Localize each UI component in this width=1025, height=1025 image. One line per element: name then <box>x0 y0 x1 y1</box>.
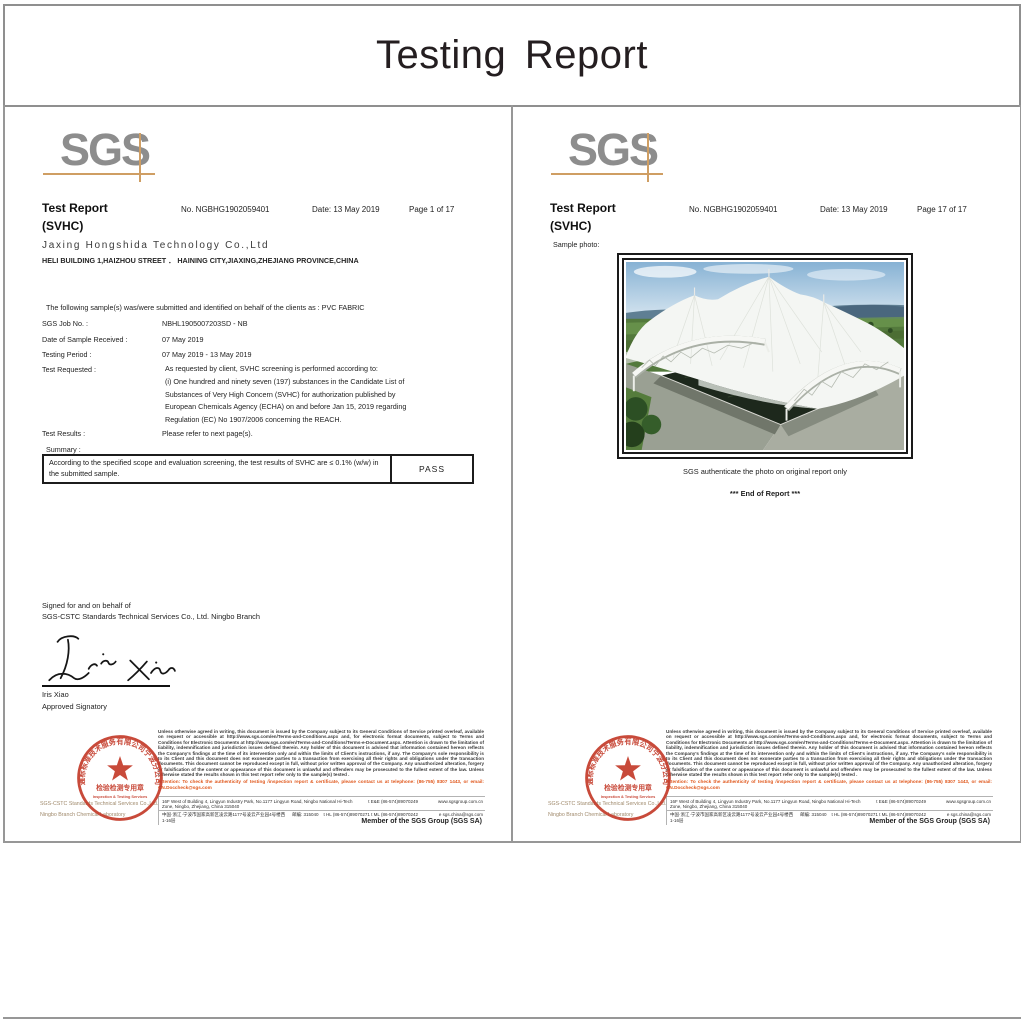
summary-result-badge: PASS <box>418 464 446 474</box>
sample-photo <box>622 258 908 454</box>
footer-disclaimer: Unless otherwise agreed in writing, this… <box>158 729 484 778</box>
field-value-job-no: NBHL1905007203SD - NB <box>162 319 248 328</box>
footer-lab-line1: SGS-CSTC Standards Technical Services Co… <box>548 801 667 807</box>
signature-handwriting <box>48 635 176 682</box>
footer-fine-print: Unless otherwise agreed in writing, this… <box>158 729 484 790</box>
footer-attention-notice: Attention: To check the authenticity of … <box>158 778 484 790</box>
footer-contact-en: t E&E (86-574)89070249 <box>876 798 926 804</box>
footer-address-block: 16F West of Building 4, Lingyun Industry… <box>158 796 485 825</box>
signatory-name: Iris Xiao <box>42 690 69 699</box>
page-indicator: Page 17 of 17 <box>917 205 967 214</box>
field-value-test-results: Please refer to next page(s). <box>162 429 253 438</box>
footer-disclaimer: Unless otherwise agreed in writing, this… <box>666 729 992 778</box>
grid-content-bottom-border <box>3 841 1021 843</box>
report-number: No. NGBHG1902059401 <box>689 205 778 214</box>
page-indicator: Page 1 of 17 <box>409 205 455 214</box>
sgs-logo: SGS <box>568 124 659 175</box>
footer-postal-cn: 邮编: 315040 <box>799 812 827 817</box>
footer-address-row-en: 16F West of Building 4, Lingyun Industry… <box>667 796 993 810</box>
inspection-stamp-icon: 通标标准技术服务有限公司宁波分公司 检验检测专用章 Inspection & T… <box>585 735 671 821</box>
footer-lab-line1: SGS-CSTC Standards Technical Services Co… <box>40 801 159 807</box>
doc-subtitle: (SVHC) <box>42 219 84 233</box>
footer-fine-print: Unless otherwise agreed in writing, this… <box>666 729 992 790</box>
field-label-test-results: Test Results : <box>42 429 86 438</box>
membrane-structure-photo <box>626 262 904 450</box>
client-company-address: HELI BUILDING 1,HAIZHOU STREET ． HAINING… <box>42 256 359 265</box>
footer-lab-line2: Ningbo Branch Chemical Laboratory <box>548 812 634 819</box>
footer-email: e sgs.china@sgs.com <box>946 812 991 817</box>
signed-company-line: SGS-CSTC Standards Technical Services Co… <box>42 612 260 621</box>
footer-member-line: Member of the SGS Group (SGS SA) <box>361 818 482 825</box>
footer-address-row-en: 16F West of Building 4, Lingyun Industry… <box>159 796 485 810</box>
client-company-name: Jaxing Hongshida Technology Co.,Ltd <box>42 240 270 251</box>
footer-lab-name: SGS-CSTC Standards Technical Services Co… <box>548 799 733 821</box>
field-value-testing-period: 07 May 2019 - 13 May 2019 <box>162 350 252 359</box>
stamp-line2: Inspection & Testing Services <box>93 794 148 799</box>
footer-contact-cn: t HL (86-574)89070271 t ML (86-574)89070… <box>831 812 926 817</box>
footer-attention-notice: Attention: To check the authenticity of … <box>666 778 992 790</box>
grid-page-bottom-border <box>3 1017 1021 1019</box>
sample-intro-line: The following sample(s) was/were submitt… <box>46 303 365 312</box>
grid-left-border <box>3 105 5 843</box>
summary-statement: According to the specified scope and eva… <box>44 456 392 482</box>
report-page-17: SGS Test Report (SVHC) No. NGBHG19020594… <box>513 107 1020 841</box>
report-number: No. NGBHG1902059401 <box>181 205 270 214</box>
grid-center-divider <box>511 105 513 843</box>
sample-photo-frame <box>617 253 913 459</box>
sgs-logo-crossline <box>139 133 141 182</box>
signatory-title: Approved Signatory <box>42 702 107 711</box>
sample-photo-label: Sample photo: <box>553 240 600 249</box>
footer-lab-name: SGS-CSTC Standards Technical Services Co… <box>40 799 225 821</box>
sgs-logo: SGS <box>60 124 151 175</box>
field-label-date-received: Date of Sample Received : <box>42 335 128 344</box>
field-label-testing-period: Testing Period : <box>42 350 92 359</box>
photo-caption: SGS authenticate the photo on original r… <box>683 467 847 476</box>
footer-lab-line2: Ningbo Branch Chemical Laboratory <box>40 812 126 819</box>
report-page-1: SGS Test Report (SVHC) No. NGBHG19020594… <box>5 107 511 841</box>
report-date: Date: 13 May 2019 <box>820 205 888 214</box>
sgs-logo-underline <box>551 173 663 175</box>
signed-for-line: Signed for and on behalf of <box>42 601 131 610</box>
end-of-report-line: *** End of Report *** <box>729 489 801 498</box>
report-date: Date: 13 May 2019 <box>312 205 380 214</box>
footer-member-line: Member of the SGS Group (SGS SA) <box>869 818 990 825</box>
field-label-test-requested: Test Requested : <box>42 365 96 374</box>
stamp-line2: Inspection & Testing Services <box>601 794 656 799</box>
summary-table: According to the specified scope and eva… <box>42 454 474 484</box>
field-label-job-no: SGS Job No. : <box>42 319 88 328</box>
summary-label: Summary : <box>46 445 81 454</box>
doc-subtitle: (SVHC) <box>550 219 592 233</box>
footer-website: www.sgsgroup.com.cn <box>945 798 991 804</box>
footer-address-cn: 中国·浙江·宁波市国家高新区凌云路1177号凌云产业园4号楼西1-16层 <box>670 812 794 823</box>
footer-address-en: 16F West of Building 4, Lingyun Industry… <box>162 798 353 809</box>
report-banner: Testing Report <box>3 4 1021 107</box>
footer-address-row-cn: 中国·浙江·宁波市国家高新区凌云路1177号凌云产业园4号楼西1-16层 邮编:… <box>159 809 485 826</box>
footer-address-cn: 中国·浙江·宁波市国家高新区凌云路1177号凌云产业园4号楼西1-16层 <box>162 812 286 823</box>
inspection-stamp-icon: 通标标准技术服务有限公司宁波分公司 检验检测专用章 Inspection & T… <box>77 735 163 821</box>
sgs-logo-crossline <box>647 133 649 182</box>
field-value-date-received: 07 May 2019 <box>162 335 204 344</box>
footer-address-block: 16F West of Building 4, Lingyun Industry… <box>666 796 993 825</box>
footer-website: www.sgsgroup.com.cn <box>437 798 483 804</box>
footer-postal-cn: 邮编: 315040 <box>291 812 319 817</box>
signature-rule <box>42 685 170 687</box>
footer-contact-en: t E&E (86-574)89070249 <box>368 798 418 804</box>
grid-right-border <box>1019 105 1021 843</box>
doc-title: Test Report <box>42 201 108 215</box>
footer-address-row-cn: 中国·浙江·宁波市国家高新区凌云路1177号凌云产业园4号楼西1-16层 邮编:… <box>667 809 993 826</box>
footer-email: e sgs.china@sgs.com <box>438 812 483 817</box>
field-value-test-requested: As requested by client, SVHC screening i… <box>165 364 407 425</box>
sgs-logo-underline <box>43 173 155 175</box>
footer-contact-cn: t HL (86-574)89070271 t ML (86-574)89070… <box>323 812 418 817</box>
doc-title: Test Report <box>550 201 616 215</box>
footer-address-en: 16F West of Building 4, Lingyun Industry… <box>670 798 861 809</box>
stamp-line1: 检验检测专用章 <box>96 783 144 792</box>
page-title: Testing Report <box>376 33 648 77</box>
stamp-line1: 检验检测专用章 <box>604 783 652 792</box>
